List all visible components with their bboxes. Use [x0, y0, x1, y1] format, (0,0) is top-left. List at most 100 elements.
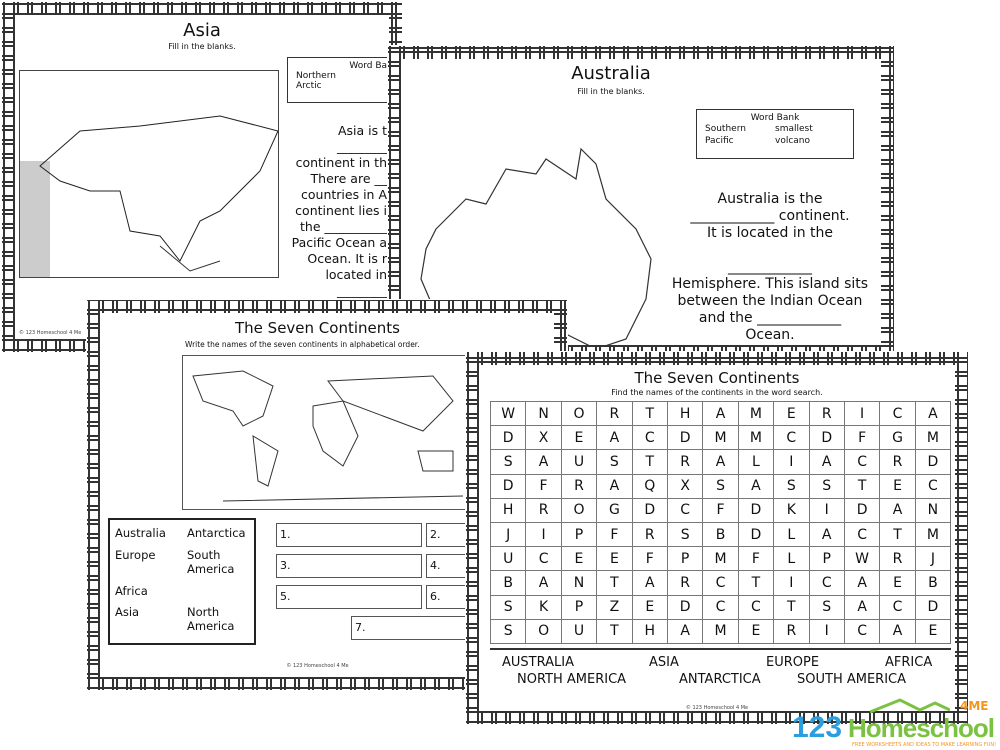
- grid-letter[interactable]: C: [843, 618, 881, 644]
- grid-letter[interactable]: A: [596, 425, 633, 451]
- grid-letter[interactable]: M: [702, 546, 739, 572]
- grid-letter[interactable]: D: [843, 497, 881, 523]
- grid-letter[interactable]: R: [879, 546, 916, 572]
- grid-letter[interactable]: W: [843, 546, 881, 572]
- grid-letter[interactable]: F: [702, 497, 739, 523]
- grid-letter[interactable]: A: [702, 449, 739, 475]
- grid-letter[interactable]: F: [737, 546, 775, 572]
- answer-box-7[interactable]: 7.: [351, 616, 481, 640]
- grid-letter[interactable]: U: [560, 618, 598, 644]
- grid-letter[interactable]: D: [489, 473, 527, 499]
- grid-letter[interactable]: C: [843, 521, 881, 548]
- grid-letter[interactable]: A: [808, 449, 845, 475]
- grid-letter[interactable]: T: [773, 594, 810, 620]
- grid-letter[interactable]: S: [489, 594, 527, 620]
- grid-letter[interactable]: A: [737, 473, 775, 499]
- grid-letter[interactable]: G: [879, 425, 916, 451]
- grid-letter[interactable]: D: [489, 425, 527, 451]
- grid-letter[interactable]: F: [843, 425, 881, 451]
- grid-letter[interactable]: L: [773, 546, 810, 572]
- grid-letter[interactable]: R: [631, 521, 668, 548]
- grid-letter[interactable]: A: [525, 449, 562, 475]
- answer-box-3[interactable]: 3.: [276, 554, 422, 578]
- grid-letter[interactable]: N: [560, 570, 598, 596]
- grid-letter[interactable]: C: [843, 449, 881, 475]
- grid-letter[interactable]: E: [560, 425, 598, 451]
- grid-letter[interactable]: D: [737, 521, 775, 548]
- grid-letter[interactable]: Z: [596, 594, 633, 620]
- grid-letter[interactable]: F: [525, 473, 562, 499]
- grid-letter[interactable]: K: [525, 594, 562, 620]
- grid-letter[interactable]: X: [525, 425, 562, 451]
- grid-letter[interactable]: D: [666, 594, 704, 620]
- grid-letter[interactable]: J: [489, 521, 527, 548]
- grid-letter[interactable]: E: [914, 618, 952, 644]
- grid-letter[interactable]: E: [631, 594, 668, 620]
- grid-letter[interactable]: S: [666, 521, 704, 548]
- grid-letter[interactable]: H: [489, 497, 527, 523]
- grid-letter[interactable]: C: [737, 594, 775, 620]
- grid-letter[interactable]: P: [808, 546, 845, 572]
- grid-letter[interactable]: R: [773, 618, 810, 644]
- grid-letter[interactable]: I: [773, 570, 810, 596]
- grid-letter[interactable]: M: [737, 400, 775, 427]
- grid-letter[interactable]: E: [773, 400, 810, 427]
- grid-letter[interactable]: A: [879, 497, 916, 523]
- grid-letter[interactable]: C: [879, 400, 916, 427]
- grid-letter[interactable]: D: [914, 449, 952, 475]
- grid-letter[interactable]: I: [773, 449, 810, 475]
- grid-letter[interactable]: R: [666, 449, 704, 475]
- grid-letter[interactable]: I: [808, 497, 845, 523]
- grid-letter[interactable]: W: [489, 400, 527, 427]
- grid-letter[interactable]: S: [489, 618, 527, 644]
- grid-letter[interactable]: X: [666, 473, 704, 499]
- grid-letter[interactable]: E: [879, 473, 916, 499]
- grid-letter[interactable]: A: [914, 400, 952, 427]
- grid-letter[interactable]: C: [808, 570, 845, 596]
- grid-letter[interactable]: D: [631, 497, 668, 523]
- grid-letter[interactable]: D: [666, 425, 704, 451]
- grid-letter[interactable]: Q: [631, 473, 668, 499]
- grid-letter[interactable]: P: [560, 521, 598, 548]
- grid-letter[interactable]: H: [666, 400, 704, 427]
- grid-letter[interactable]: S: [808, 594, 845, 620]
- grid-letter[interactable]: O: [560, 400, 598, 427]
- grid-letter[interactable]: D: [808, 425, 845, 451]
- grid-letter[interactable]: F: [596, 521, 633, 548]
- grid-letter[interactable]: S: [808, 473, 845, 499]
- grid-letter[interactable]: O: [525, 618, 562, 644]
- grid-letter[interactable]: U: [560, 449, 598, 475]
- grid-letter[interactable]: S: [596, 449, 633, 475]
- grid-letter[interactable]: D: [914, 594, 952, 620]
- grid-letter[interactable]: C: [702, 570, 739, 596]
- grid-letter[interactable]: M: [702, 618, 739, 644]
- grid-letter[interactable]: E: [879, 570, 916, 596]
- grid-letter[interactable]: G: [596, 497, 633, 523]
- grid-letter[interactable]: T: [879, 521, 916, 548]
- grid-letter[interactable]: A: [525, 570, 562, 596]
- grid-letter[interactable]: B: [914, 570, 952, 596]
- grid-letter[interactable]: S: [489, 449, 527, 475]
- grid-letter[interactable]: T: [596, 618, 633, 644]
- grid-letter[interactable]: A: [631, 570, 668, 596]
- grid-letter[interactable]: C: [525, 546, 562, 572]
- answer-box-1[interactable]: 1.: [276, 523, 422, 547]
- grid-letter[interactable]: A: [843, 570, 881, 596]
- grid-letter[interactable]: M: [914, 425, 952, 451]
- grid-letter[interactable]: T: [843, 473, 881, 499]
- grid-letter[interactable]: B: [489, 570, 527, 596]
- grid-letter[interactable]: R: [525, 497, 562, 523]
- grid-letter[interactable]: R: [666, 570, 704, 596]
- grid-letter[interactable]: A: [702, 400, 739, 427]
- grid-letter[interactable]: A: [843, 594, 881, 620]
- grid-letter[interactable]: C: [879, 594, 916, 620]
- grid-letter[interactable]: D: [737, 497, 775, 523]
- grid-letter[interactable]: L: [737, 449, 775, 475]
- grid-letter[interactable]: P: [560, 594, 598, 620]
- grid-letter[interactable]: S: [702, 473, 739, 499]
- grid-letter[interactable]: H: [631, 618, 668, 644]
- grid-letter[interactable]: A: [879, 618, 916, 644]
- answer-box-5[interactable]: 5.: [276, 585, 422, 609]
- grid-letter[interactable]: N: [914, 497, 952, 523]
- grid-letter[interactable]: F: [631, 546, 668, 572]
